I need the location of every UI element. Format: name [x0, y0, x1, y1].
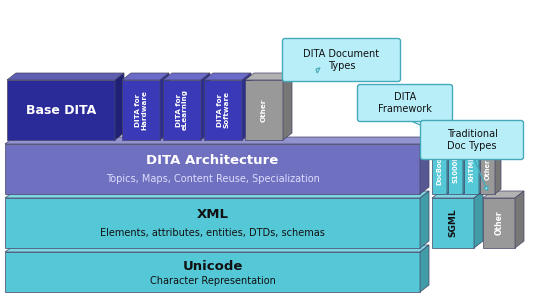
Polygon shape: [474, 191, 483, 248]
Polygon shape: [483, 191, 524, 198]
Polygon shape: [448, 144, 463, 194]
Text: Unicode: Unicode: [182, 260, 243, 273]
Text: Traditional
Doc Types: Traditional Doc Types: [447, 129, 497, 151]
Text: DocBook: DocBook: [437, 153, 443, 185]
Polygon shape: [7, 73, 124, 80]
Polygon shape: [495, 139, 501, 194]
Text: Other: Other: [494, 211, 503, 235]
Polygon shape: [480, 139, 501, 144]
Polygon shape: [483, 198, 515, 248]
Polygon shape: [201, 73, 210, 140]
FancyBboxPatch shape: [357, 85, 453, 121]
Polygon shape: [122, 80, 160, 140]
Text: Topics, Maps, Content Reuse, Specialization: Topics, Maps, Content Reuse, Specializat…: [106, 174, 320, 184]
FancyBboxPatch shape: [420, 121, 523, 159]
Polygon shape: [245, 80, 283, 140]
Polygon shape: [5, 144, 420, 194]
Text: Other: Other: [485, 158, 490, 180]
Polygon shape: [204, 73, 251, 80]
Text: XML: XML: [197, 208, 229, 222]
Polygon shape: [316, 68, 320, 73]
Polygon shape: [448, 139, 469, 144]
Text: Elements, attributes, entities, DTDs, schemas: Elements, attributes, entities, DTDs, sc…: [100, 228, 325, 238]
Polygon shape: [115, 73, 124, 140]
Polygon shape: [5, 137, 429, 144]
Text: Character Representation: Character Representation: [149, 276, 275, 286]
Polygon shape: [420, 245, 429, 292]
Polygon shape: [160, 73, 169, 140]
Polygon shape: [464, 144, 479, 194]
Text: DITA
Framework: DITA Framework: [378, 92, 432, 114]
Text: DITA Document
Types: DITA Document Types: [303, 49, 379, 71]
Polygon shape: [245, 73, 292, 80]
Text: Base DITA: Base DITA: [26, 103, 96, 116]
Polygon shape: [163, 80, 201, 140]
FancyBboxPatch shape: [282, 39, 400, 81]
Polygon shape: [420, 137, 429, 194]
Polygon shape: [463, 139, 469, 194]
Text: XHTML: XHTML: [468, 156, 474, 182]
Polygon shape: [432, 198, 474, 248]
Text: S1000D: S1000D: [453, 155, 459, 183]
Polygon shape: [5, 245, 429, 252]
Polygon shape: [432, 144, 447, 194]
Text: SGML: SGML: [448, 209, 458, 237]
Polygon shape: [432, 139, 453, 144]
Polygon shape: [447, 139, 453, 194]
Polygon shape: [483, 186, 489, 190]
Polygon shape: [5, 191, 429, 198]
Polygon shape: [479, 139, 485, 194]
Polygon shape: [5, 252, 420, 292]
Polygon shape: [515, 191, 524, 248]
Polygon shape: [7, 80, 115, 140]
Text: DITA Architecture: DITA Architecture: [147, 154, 279, 168]
Polygon shape: [163, 73, 210, 80]
Polygon shape: [480, 144, 495, 194]
Polygon shape: [420, 191, 429, 248]
Polygon shape: [432, 191, 483, 198]
Text: Other: Other: [261, 98, 267, 122]
Polygon shape: [283, 73, 292, 140]
Text: DITA for
eLearning: DITA for eLearning: [176, 89, 188, 130]
Polygon shape: [464, 139, 485, 144]
Polygon shape: [242, 73, 251, 140]
Polygon shape: [5, 198, 420, 248]
Text: DITA for
Software: DITA for Software: [217, 91, 229, 129]
Polygon shape: [122, 73, 169, 80]
Polygon shape: [204, 80, 242, 140]
Polygon shape: [443, 133, 447, 138]
Text: DITA for
Hardware: DITA for Hardware: [135, 90, 147, 130]
